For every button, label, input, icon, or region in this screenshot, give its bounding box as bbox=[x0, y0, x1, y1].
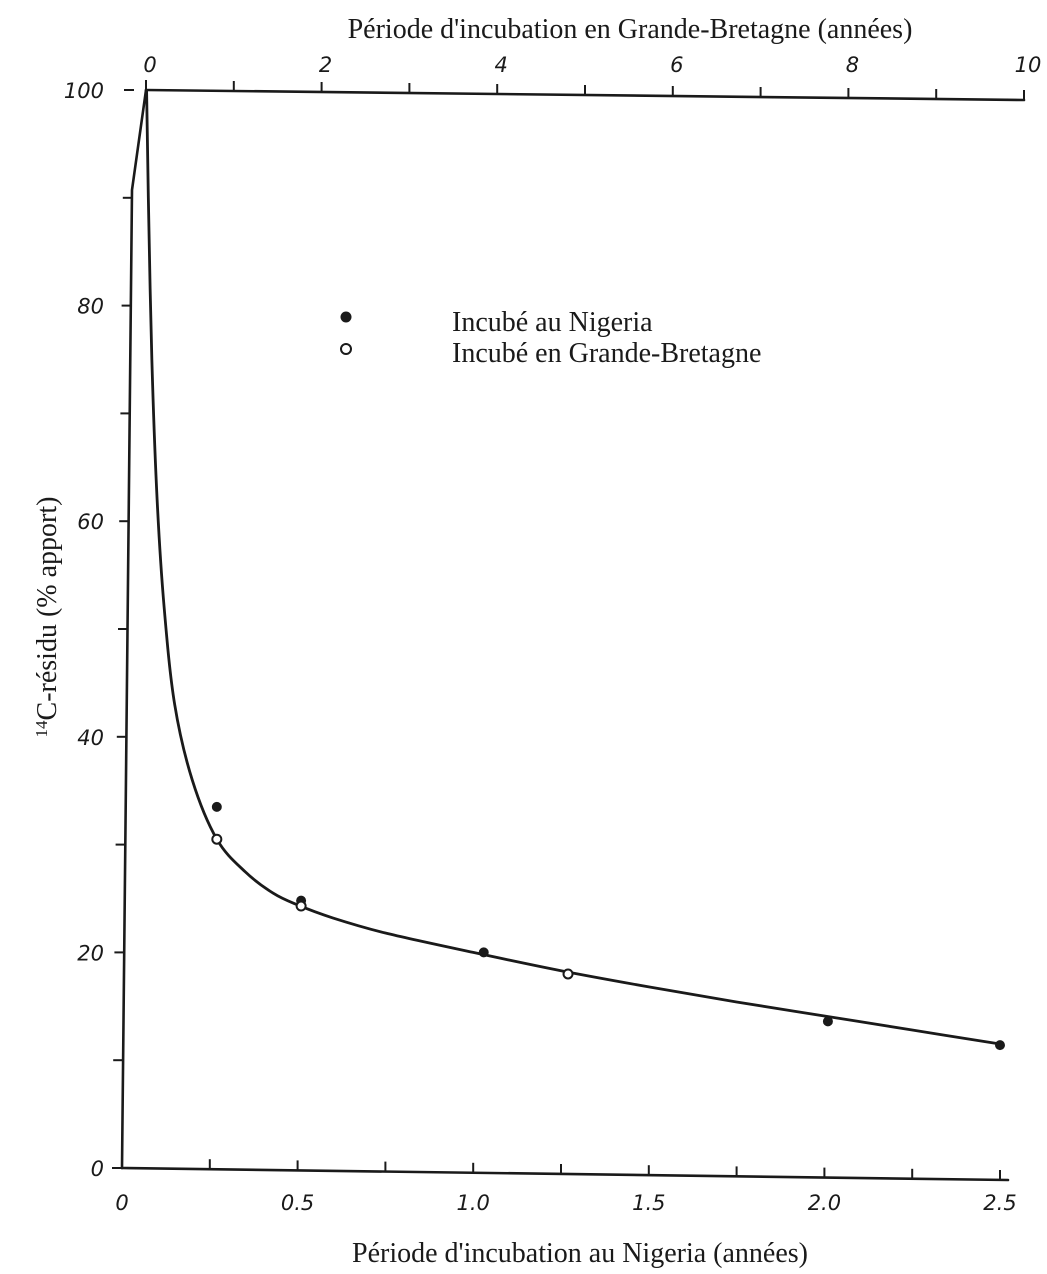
data-point-nigeria bbox=[822, 1016, 833, 1027]
x2-tick-label: 10 bbox=[1015, 53, 1042, 77]
ticks-layer: 0 20 40 60 80 100 0 0.5 1.0 1.5 2.0 2.5 0 2 4 6 8 10 bbox=[64, 53, 1041, 1215]
data-point-grande-bretagne bbox=[211, 833, 223, 845]
x-axis-line bbox=[120, 1166, 1010, 1182]
x-tick-label: 2.5 bbox=[983, 1191, 1016, 1215]
x-tick-label: 1.0 bbox=[456, 1191, 489, 1215]
y-tick-label: 40 bbox=[77, 726, 104, 750]
data-point-nigeria bbox=[995, 1040, 1005, 1051]
y-tick-label: 60 bbox=[77, 510, 104, 534]
y-axis-title: 14C-résidu (% apport) bbox=[32, 497, 63, 738]
points-layer bbox=[211, 801, 1005, 1051]
y-tick-label: 80 bbox=[77, 295, 104, 319]
legend-marker-filled bbox=[340, 311, 352, 323]
x-tick-label: 0.5 bbox=[281, 1191, 314, 1215]
x2-tick-label: 2 bbox=[319, 53, 332, 77]
x-tick-label: 2.0 bbox=[808, 1191, 841, 1215]
data-point-nigeria bbox=[211, 801, 222, 812]
y-axis-line bbox=[120, 88, 148, 1170]
legend-label-nigeria: Incubé au Nigeria bbox=[452, 307, 653, 338]
x2-axis-title: Période d'incubation en Grande-Bretagne … bbox=[348, 14, 913, 45]
fit-curve-layer bbox=[145, 89, 1001, 1046]
x2-tick-label: 4 bbox=[495, 53, 508, 77]
data-point-nigeria bbox=[478, 947, 489, 958]
y-axis-title-superscript: 14 bbox=[32, 720, 51, 738]
x-axis-title: Période d'incubation au Nigeria (années) bbox=[352, 1238, 808, 1269]
legend: Incubé au Nigeria Incubé en Grande-Breta… bbox=[340, 307, 761, 369]
data-point-grande-bretagne bbox=[562, 968, 574, 980]
x-tick-label: 1.5 bbox=[632, 1191, 665, 1215]
legend-label-grande-bretagne: Incubé en Grande-Bretagne bbox=[452, 338, 761, 369]
legend-marker-open bbox=[340, 343, 352, 355]
x2-tick-label: 0 bbox=[143, 53, 156, 77]
data-point-grande-bretagne bbox=[295, 900, 307, 912]
x2-tick-label: 8 bbox=[846, 53, 859, 77]
y-tick-label: 0 bbox=[91, 1157, 104, 1181]
fit-curve bbox=[145, 89, 1001, 1046]
y-axis-title-main: C-résidu (% apport) bbox=[32, 497, 63, 721]
axes-layer bbox=[120, 88, 1026, 1182]
y-tick-label: 20 bbox=[77, 941, 104, 965]
y-tick-label: 100 bbox=[64, 79, 104, 103]
x-tick-label: 0 bbox=[115, 1191, 128, 1215]
x2-tick-label: 6 bbox=[670, 53, 683, 77]
